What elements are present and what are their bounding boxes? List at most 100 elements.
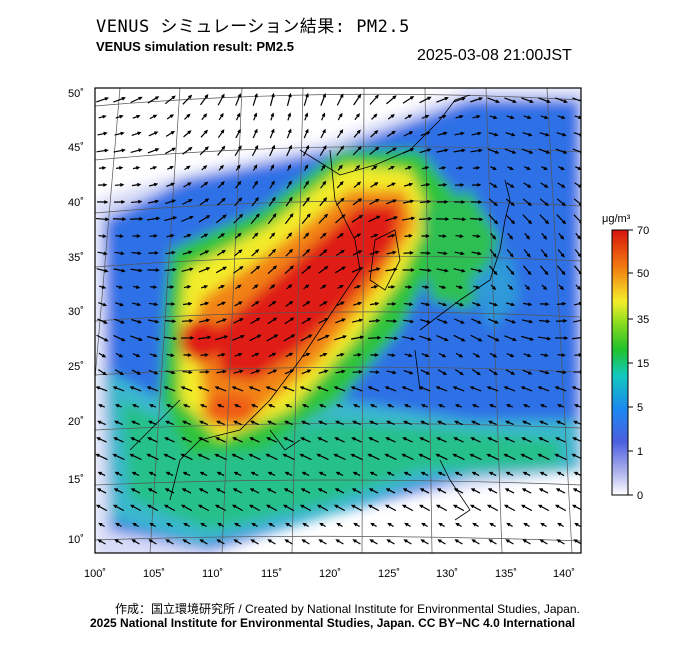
wind-arrowhead	[283, 437, 288, 441]
wind-arrowhead	[266, 488, 272, 492]
wind-arrowhead	[256, 265, 261, 270]
wind-arrow	[216, 437, 226, 443]
wind-arrowhead	[522, 420, 527, 425]
wind-arrow	[521, 319, 533, 323]
wind-arrowhead	[284, 404, 290, 408]
wind-arrowhead	[471, 471, 476, 476]
wind-arrowhead	[461, 97, 466, 101]
wind-arrowhead	[401, 453, 406, 458]
wind-arrowhead	[197, 453, 202, 458]
wind-arrow	[318, 214, 328, 224]
wind-arrowhead	[284, 420, 289, 425]
wind-arrowhead	[223, 335, 229, 339]
wind-arrowhead	[285, 522, 290, 527]
wind-arrowhead	[153, 182, 159, 187]
wind-arrow	[386, 437, 396, 443]
wind-arrow	[266, 386, 278, 392]
wind-arrowhead	[321, 112, 326, 117]
wind-arrowhead	[357, 301, 363, 306]
wind-arrowhead	[301, 539, 306, 543]
wind-arrow	[113, 149, 125, 153]
wind-arrowhead	[104, 337, 109, 342]
wind-arrow	[488, 488, 498, 494]
wind-arrow	[97, 318, 107, 324]
wind-arrowhead	[393, 319, 398, 323]
wind-arrowhead	[135, 285, 141, 289]
wind-arrowhead	[376, 215, 381, 220]
wind-arrowhead	[114, 420, 119, 425]
wind-arrowhead	[425, 114, 430, 119]
wind-arrowhead	[486, 453, 491, 458]
copyright-line: 2025 National Institute for Environmenta…	[90, 616, 576, 630]
wind-arrowhead	[522, 539, 527, 543]
wind-arrow	[402, 319, 414, 323]
wind-arrowhead	[136, 353, 141, 358]
wind-arrowhead	[188, 199, 193, 203]
wind-arrowhead	[475, 285, 481, 289]
wind-arrowhead	[442, 183, 448, 187]
wind-arrowhead	[340, 301, 345, 306]
wind-arrowhead	[188, 250, 193, 255]
wind-arrowhead	[544, 115, 549, 120]
wind-arrow	[182, 488, 192, 494]
wind-arrowhead	[203, 285, 209, 289]
wind-arrow	[555, 386, 567, 392]
wind-arrow	[232, 453, 244, 461]
wind-arrowhead	[520, 504, 526, 509]
wind-arrowhead	[205, 198, 210, 203]
wind-arrowhead	[443, 320, 448, 324]
wind-arrow	[385, 504, 397, 512]
wind-arrowhead	[435, 504, 441, 509]
wind-arrowhead	[376, 335, 382, 340]
wind-arrow	[470, 453, 482, 461]
wind-arrow	[351, 386, 363, 392]
wind-arrow	[165, 131, 175, 137]
wind-arrowhead	[427, 148, 432, 152]
wind-arrow	[283, 334, 295, 342]
wind-arrow	[216, 198, 226, 206]
wind-arrow	[131, 437, 141, 443]
wind-arrowhead	[216, 471, 221, 476]
map-frame	[94, 87, 582, 554]
wind-arrow	[232, 335, 244, 341]
wind-arrow	[351, 453, 363, 461]
wind-arrowhead	[139, 217, 144, 221]
wind-arrow	[147, 319, 159, 323]
wind-arrowhead	[495, 337, 500, 342]
wind-arrowhead	[222, 318, 228, 322]
wind-arrow	[402, 200, 414, 204]
wind-arrowhead	[324, 265, 329, 270]
wind-arrowhead	[493, 353, 498, 358]
wind-arrowhead	[283, 488, 289, 492]
wind-arrow	[318, 488, 328, 494]
wind-arrowhead	[374, 94, 379, 99]
wind-arrowhead	[560, 253, 565, 258]
wind-arrow	[97, 251, 107, 255]
wind-arrowhead	[104, 217, 110, 222]
wind-arrowhead	[367, 504, 373, 509]
wind-arrowhead	[335, 539, 340, 543]
wind-arrowhead	[403, 420, 408, 425]
wind-arrowhead	[222, 214, 227, 219]
wind-arrow	[353, 94, 361, 106]
wind-arrowhead	[129, 504, 135, 509]
wind-arrowhead	[154, 131, 159, 135]
wind-arrowhead	[339, 129, 344, 134]
wind-arrowhead	[146, 453, 151, 458]
wind-arrow	[557, 249, 565, 257]
wind-arrowhead	[338, 164, 343, 169]
wind-arrowhead	[163, 386, 168, 390]
wind-arrowhead	[521, 437, 526, 441]
wind-arrow	[556, 265, 566, 275]
wind-arrowhead	[461, 268, 466, 273]
wind-arrowhead	[438, 522, 443, 527]
wind-arrow	[385, 147, 397, 155]
wind-arrowhead	[171, 319, 177, 324]
wind-arrowhead	[427, 96, 432, 101]
wind-arrow	[197, 336, 211, 340]
wind-arrowhead	[95, 386, 100, 390]
wind-arrow	[319, 197, 327, 207]
wind-arrow	[488, 265, 498, 275]
lon-tick-label: 105˚	[143, 568, 165, 580]
wind-arrow	[335, 437, 345, 443]
